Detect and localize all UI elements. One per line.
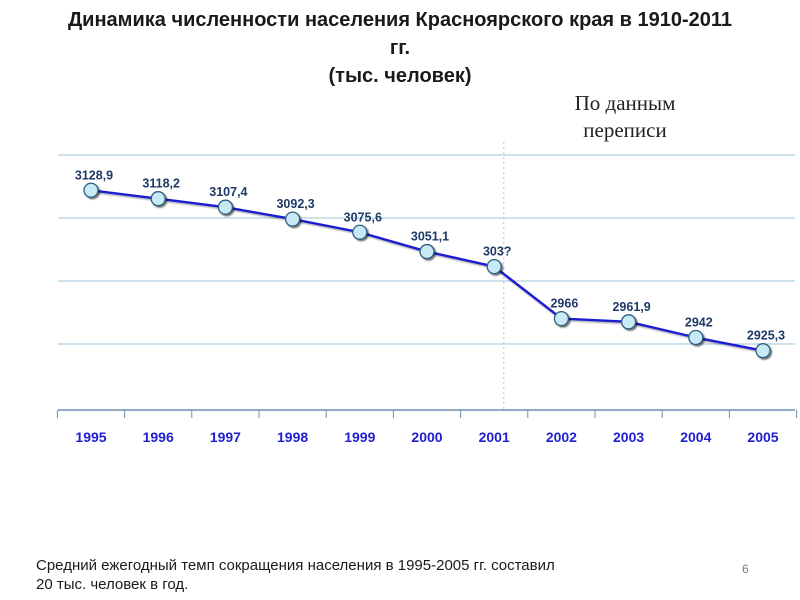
data-label: 3128,9	[75, 168, 113, 182]
x-tick-label: 2003	[613, 429, 644, 445]
x-tick-label: 1995	[75, 429, 106, 445]
x-tick-label: 2001	[479, 429, 510, 445]
x-tick-label: 1996	[143, 429, 174, 445]
slide-title-line: гг.	[389, 37, 411, 59]
x-tick-label: 1998	[277, 429, 308, 445]
x-tick-label: 1997	[210, 429, 241, 445]
slide-number: 6	[742, 562, 749, 576]
data-point	[755, 343, 771, 359]
x-tick-label: 2002	[546, 429, 577, 445]
data-point	[83, 182, 99, 198]
census-note: По данным переписи	[540, 90, 710, 144]
data-label: 3075,6	[344, 210, 382, 224]
data-label: 2925,3	[747, 329, 785, 343]
x-tick-label: 2004	[680, 429, 711, 445]
data-label: 2942	[685, 316, 713, 330]
data-point	[217, 199, 234, 215]
x-tick-label: 1999	[344, 429, 375, 445]
data-point	[284, 211, 301, 227]
data-label: 3092,3	[276, 197, 314, 211]
footnote-line: Средний ежегодный темп сокращения населе…	[36, 557, 555, 574]
slide-title-line: (тыс. человек)	[328, 65, 472, 87]
data-point	[486, 258, 502, 275]
series-line	[90, 189, 764, 352]
slide-title: Динамика численности населения Красноярс…	[0, 6, 800, 90]
data-label: 3118,2	[142, 177, 180, 191]
footnote: Средний ежегодный темп сокращения населе…	[36, 556, 716, 594]
data-label: 303?	[483, 245, 512, 259]
data-point	[620, 314, 637, 330]
data-point	[150, 191, 166, 207]
x-tick-label: 2000	[411, 429, 442, 445]
data-label: 2961,9	[612, 300, 650, 314]
data-label: 3107,4	[209, 185, 247, 199]
slide-title-line: Динамика численности населения Красноярс…	[67, 9, 733, 31]
data-point	[688, 329, 704, 346]
data-point	[419, 243, 435, 260]
census-note-line: переписи	[583, 118, 667, 142]
data-point	[352, 224, 368, 240]
x-tick-label: 2005	[747, 429, 778, 445]
data-label: 2966	[550, 297, 578, 311]
census-note-line: По данным	[574, 91, 676, 115]
data-label: 3051,1	[411, 230, 449, 244]
footnote-line: 20 тыс. человек в год.	[36, 576, 189, 593]
data-point	[553, 310, 570, 327]
